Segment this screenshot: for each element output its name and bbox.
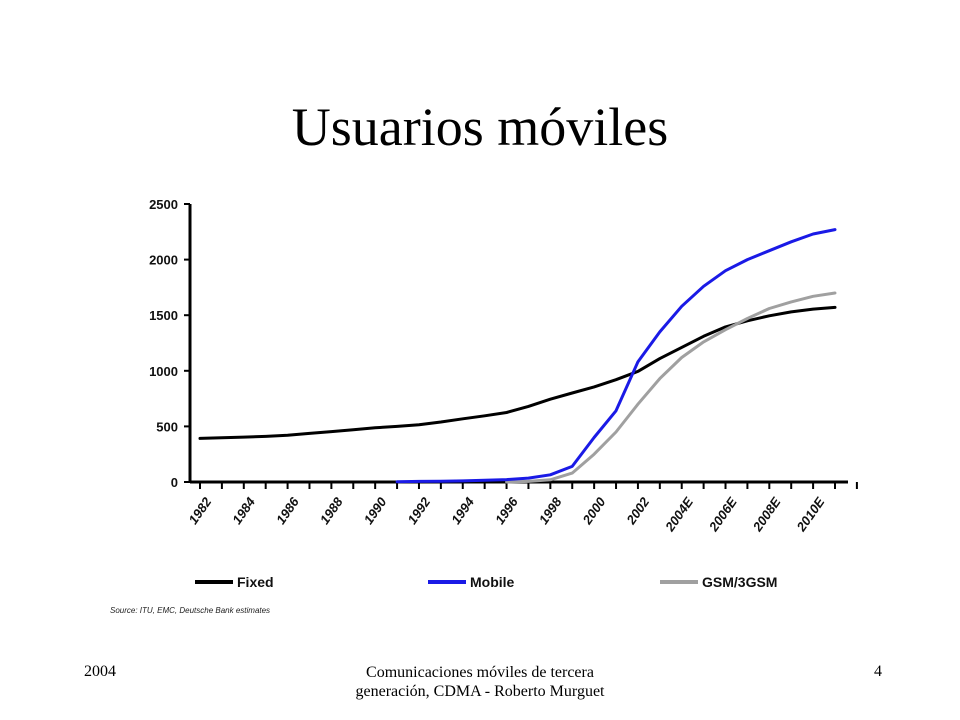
- x-tick-label: 1988: [317, 494, 346, 527]
- x-tick-label: 2008E: [749, 494, 784, 534]
- x-axis: 1982 1984 1986 1988 1990 1992 1994 1996 1998 2000…: [185, 480, 858, 535]
- x-tick-label: 1998: [536, 494, 565, 527]
- y-tick-label: 2000: [149, 253, 178, 268]
- y-axis: 0 500 1000 1500 2000 2500: [149, 197, 192, 490]
- source-note: Source: ITU, EMC, Deutsche Bank estimate…: [110, 606, 271, 615]
- legend: Fixed Mobile GSM/3GSM: [195, 574, 777, 590]
- series-line-fixed: [198, 305, 837, 440]
- x-tick-label: 1992: [404, 494, 433, 527]
- x-tick-label: 2010E: [793, 494, 828, 534]
- footer-year: 2004: [84, 663, 116, 680]
- x-tick-label: 1984: [229, 494, 258, 527]
- x-tick-label: 1994: [448, 494, 477, 527]
- y-tick-label: 0: [171, 475, 178, 490]
- x-tick-label: 1986: [273, 494, 302, 527]
- x-tick-label: 2006E: [705, 494, 740, 534]
- legend-label-mobile: Mobile: [470, 574, 515, 590]
- footer-page-number: 4: [874, 663, 882, 680]
- y-tick-label: 500: [156, 419, 178, 434]
- x-tick-label: 1990: [361, 494, 390, 527]
- legend-label-fixed: Fixed: [237, 574, 274, 590]
- footer-course-title: Comunicaciones móviles de tercera genera…: [355, 664, 605, 700]
- x-tick-label: 1982: [185, 494, 214, 527]
- x-tick-label: 2004E: [662, 494, 697, 534]
- legend-label-gsm-3gsm: GSM/3GSM: [702, 574, 777, 590]
- x-tick-label: 1996: [492, 494, 521, 527]
- y-tick-label: 1000: [149, 364, 178, 379]
- series-line-mobile: [395, 228, 837, 484]
- series-lines: [198, 228, 837, 484]
- series-line-gsm-3gsm: [505, 291, 837, 484]
- y-tick-label: 1500: [149, 308, 178, 323]
- x-tick-label: 2000: [579, 494, 609, 528]
- slide-title: Usuarios móviles: [291, 97, 669, 157]
- y-tick-label: 2500: [149, 197, 178, 212]
- x-tick-label: 2002: [623, 494, 653, 528]
